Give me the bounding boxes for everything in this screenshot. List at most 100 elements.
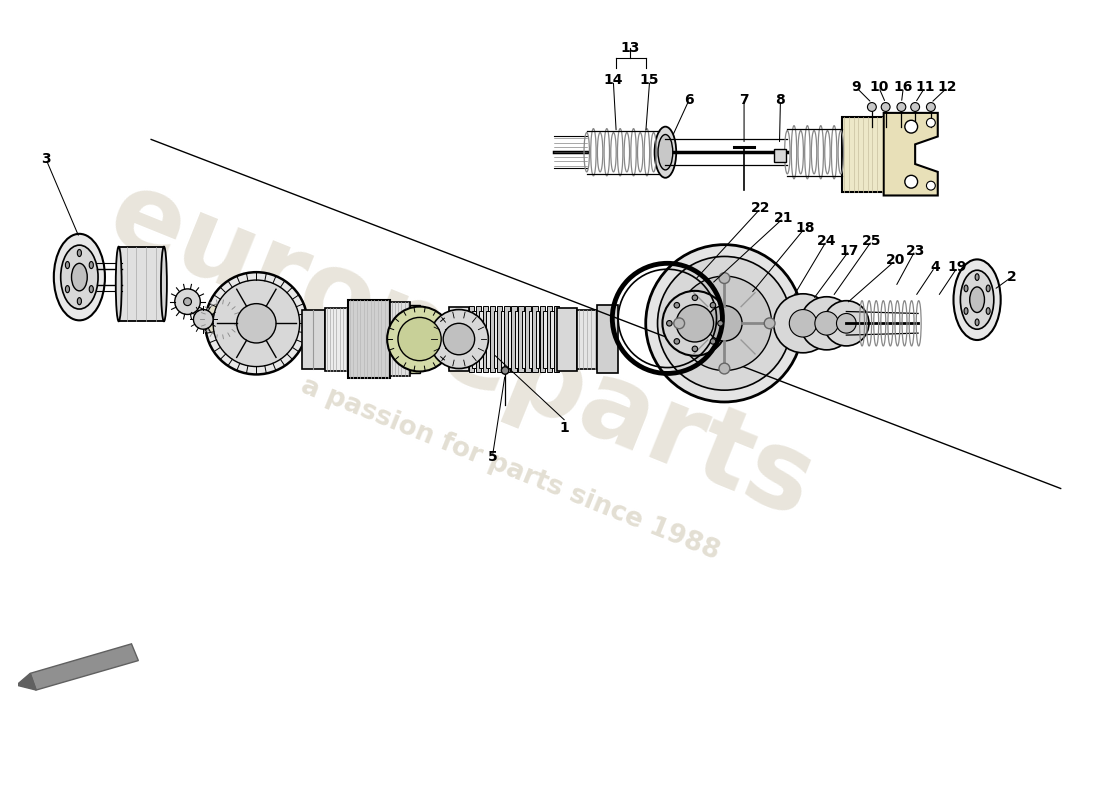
Ellipse shape [72,263,87,291]
Text: 14: 14 [604,74,623,87]
Circle shape [667,321,672,326]
Text: 22: 22 [751,202,770,215]
Text: 12: 12 [938,80,957,94]
Circle shape [926,182,935,190]
Ellipse shape [77,250,81,257]
Ellipse shape [658,134,673,170]
Text: 25: 25 [862,234,881,248]
Circle shape [836,314,856,333]
Circle shape [881,102,890,111]
Text: 13: 13 [620,41,640,55]
Polygon shape [883,113,938,195]
Circle shape [387,306,452,371]
Polygon shape [558,310,561,367]
Circle shape [815,311,838,335]
Text: 19: 19 [948,260,967,274]
Circle shape [692,295,697,301]
Circle shape [194,310,213,330]
Ellipse shape [987,308,990,314]
Ellipse shape [975,274,979,281]
Polygon shape [469,306,474,373]
Polygon shape [529,310,532,367]
Polygon shape [543,310,547,367]
Text: 1: 1 [559,421,569,434]
Ellipse shape [964,308,968,314]
Text: 10: 10 [869,80,889,94]
Text: 6: 6 [684,93,694,107]
Polygon shape [497,306,503,373]
Circle shape [205,304,235,335]
Polygon shape [518,306,524,373]
Polygon shape [301,310,326,369]
Circle shape [711,338,716,344]
Circle shape [443,323,474,354]
Circle shape [674,302,680,308]
Polygon shape [532,306,538,373]
Polygon shape [843,117,883,191]
Text: 5: 5 [487,450,497,464]
Ellipse shape [65,262,69,269]
Polygon shape [553,306,559,373]
Ellipse shape [89,286,94,293]
Text: 17: 17 [839,243,859,258]
Circle shape [398,318,441,361]
Ellipse shape [987,285,990,292]
Circle shape [764,318,776,329]
Circle shape [896,102,905,111]
Polygon shape [480,310,483,367]
Polygon shape [539,306,544,373]
Text: 11: 11 [915,80,935,94]
Polygon shape [449,306,469,371]
Circle shape [905,120,917,133]
Polygon shape [596,305,618,374]
Text: a passion for parts since 1988: a passion for parts since 1988 [297,373,723,565]
Circle shape [502,366,509,374]
Polygon shape [550,310,553,367]
Text: 7: 7 [739,93,749,107]
Bar [773,150,786,162]
Ellipse shape [960,270,993,330]
Text: 8: 8 [776,93,785,107]
Circle shape [236,304,276,343]
Text: 18: 18 [795,221,815,235]
Circle shape [674,338,680,344]
Text: 3: 3 [41,152,51,166]
Polygon shape [119,246,164,322]
Polygon shape [490,306,495,373]
Text: 9: 9 [851,80,861,94]
Circle shape [926,102,935,111]
Circle shape [926,118,935,127]
Polygon shape [326,307,348,370]
Circle shape [905,175,917,188]
Polygon shape [486,310,490,367]
Circle shape [676,305,714,342]
Polygon shape [508,310,512,367]
Ellipse shape [60,245,98,309]
Circle shape [646,245,803,402]
Circle shape [678,276,771,370]
Polygon shape [558,307,576,370]
Circle shape [790,310,817,337]
Text: europeparts: europeparts [94,161,828,541]
Polygon shape [390,302,410,377]
Text: 23: 23 [905,243,925,258]
Polygon shape [348,300,390,378]
Ellipse shape [116,246,122,322]
Polygon shape [472,310,475,367]
Text: 16: 16 [893,80,913,94]
Polygon shape [500,310,504,367]
Circle shape [658,257,791,390]
Circle shape [429,310,488,369]
Polygon shape [410,305,419,374]
Circle shape [213,280,299,366]
Circle shape [717,321,723,326]
Text: 4: 4 [930,260,939,274]
Polygon shape [504,306,509,373]
Ellipse shape [970,287,985,313]
Ellipse shape [89,262,94,269]
Polygon shape [16,674,36,690]
Circle shape [674,318,684,329]
Text: 21: 21 [773,211,793,225]
Ellipse shape [77,298,81,305]
Ellipse shape [964,285,968,292]
